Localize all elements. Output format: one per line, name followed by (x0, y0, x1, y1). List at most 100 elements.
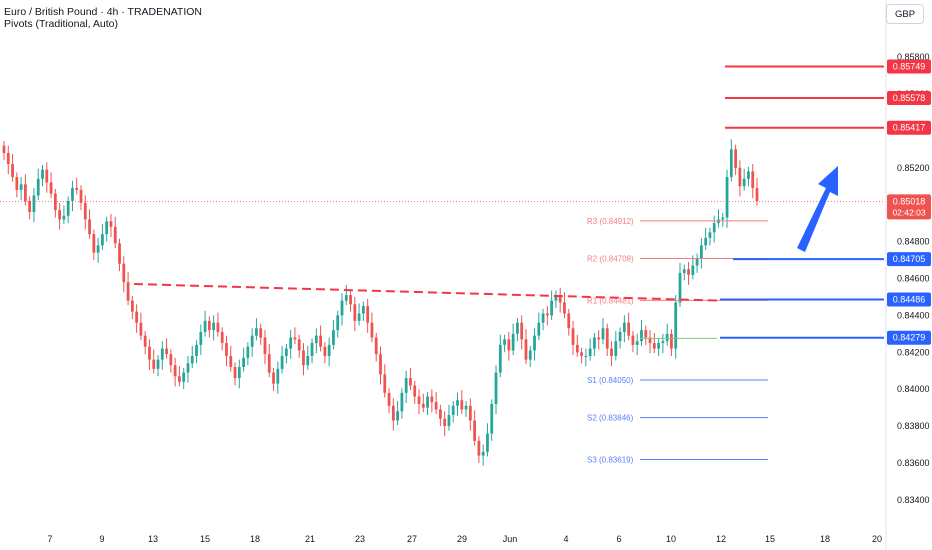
x-tick-label: 12 (716, 534, 726, 544)
candle-body (173, 365, 177, 377)
candle-body (725, 176, 729, 218)
candle-body (558, 295, 562, 303)
candle-body (32, 195, 36, 213)
candle-body (652, 343, 656, 349)
candle-body (541, 313, 545, 323)
candle-body (593, 337, 596, 349)
candle-body (259, 328, 263, 338)
candle-body (109, 221, 113, 227)
candle-body (511, 333, 515, 351)
candle-body (62, 215, 66, 220)
candle-body (327, 344, 331, 356)
candle-body (486, 433, 489, 452)
candle-body (190, 355, 194, 364)
candle-body (434, 402, 438, 410)
resistance-tag (887, 120, 931, 135)
candle-body (336, 315, 340, 331)
candle-body (755, 188, 759, 201)
candle-body (250, 335, 254, 347)
currency-button[interactable]: GBP (886, 4, 924, 24)
support-tag (887, 292, 931, 307)
candle-body (605, 328, 609, 349)
pivot-label: R3 (0.84912) (587, 217, 634, 226)
candle-body (644, 330, 648, 338)
support-tag (887, 252, 931, 267)
candle-body (571, 328, 575, 345)
candle-body (627, 322, 631, 336)
symbol-title[interactable]: Euro / British Pound · 4h · TRADENATION (4, 6, 203, 18)
candle-body (135, 311, 139, 323)
support-tag-label: 0.84486 (893, 294, 926, 304)
candle-body (622, 322, 626, 332)
y-tick-label: 0.84000 (897, 384, 930, 394)
candle-body (344, 295, 348, 301)
candle-body (212, 322, 216, 331)
y-tick-label: 0.83800 (897, 421, 930, 431)
x-tick-label: 21 (305, 534, 315, 544)
pivot-label: S1 (0.84050) (587, 376, 634, 385)
candle-body (742, 178, 746, 187)
candle-body (503, 339, 506, 345)
candle-body (374, 337, 378, 355)
pivot-label: R2 (0.84708) (587, 255, 634, 264)
candle-body (456, 400, 459, 406)
candle-body (276, 368, 280, 384)
candle-body (255, 328, 258, 336)
candle-body (370, 322, 374, 338)
candle-body (246, 346, 250, 358)
candle-body (391, 405, 395, 421)
candle-body (302, 350, 305, 366)
candle-body (695, 258, 699, 266)
indicator-label[interactable]: Pivots (Traditional, Auto) (4, 18, 118, 30)
candle-body (71, 188, 74, 201)
candle-body (451, 405, 455, 415)
candle-body (366, 306, 370, 323)
candle-body (691, 265, 695, 275)
candle-body (421, 403, 425, 408)
projection-arrow (797, 166, 838, 252)
y-tick-label: 0.85800 (897, 52, 930, 62)
candle-body (567, 313, 571, 329)
support-tag-label: 0.84705 (893, 254, 926, 264)
candle-body (280, 355, 284, 369)
candle-body (460, 400, 464, 410)
candle-body (186, 363, 190, 373)
candle-body (387, 392, 391, 406)
candle-body (143, 335, 147, 347)
candle-body (314, 335, 318, 344)
candle-body (203, 320, 207, 332)
candle-body (182, 372, 186, 382)
y-tick-label: 0.84200 (897, 347, 930, 357)
candle-body (178, 376, 181, 382)
candle-body (687, 269, 690, 275)
candle-body (473, 420, 477, 441)
candle-body (751, 171, 755, 189)
x-tick-label: 18 (250, 534, 260, 544)
candle-body (443, 418, 447, 427)
candle-body (41, 169, 44, 179)
candle-body (233, 367, 237, 379)
candle-body (537, 322, 541, 336)
candle-body (220, 331, 224, 344)
candle-body (640, 330, 643, 342)
candle-body (229, 355, 233, 368)
candle-body (704, 237, 708, 246)
candle-body (447, 414, 451, 427)
y-tick-label: 0.83600 (897, 458, 930, 468)
candle-body (195, 344, 198, 356)
y-tick-label: 0.85200 (897, 163, 930, 173)
candle-body (477, 440, 481, 456)
candle-body (404, 378, 408, 393)
resistance-tag-label: 0.85417 (893, 123, 926, 133)
candle-body (28, 200, 32, 213)
candle-body (101, 234, 104, 246)
x-tick-label: Jun (503, 534, 518, 544)
candle-body (242, 357, 245, 368)
candle-body (618, 331, 622, 342)
resistance-tag-label: 0.85749 (893, 61, 926, 71)
candle-body (584, 355, 588, 357)
candle-body (237, 367, 241, 379)
candle-body (682, 269, 686, 273)
